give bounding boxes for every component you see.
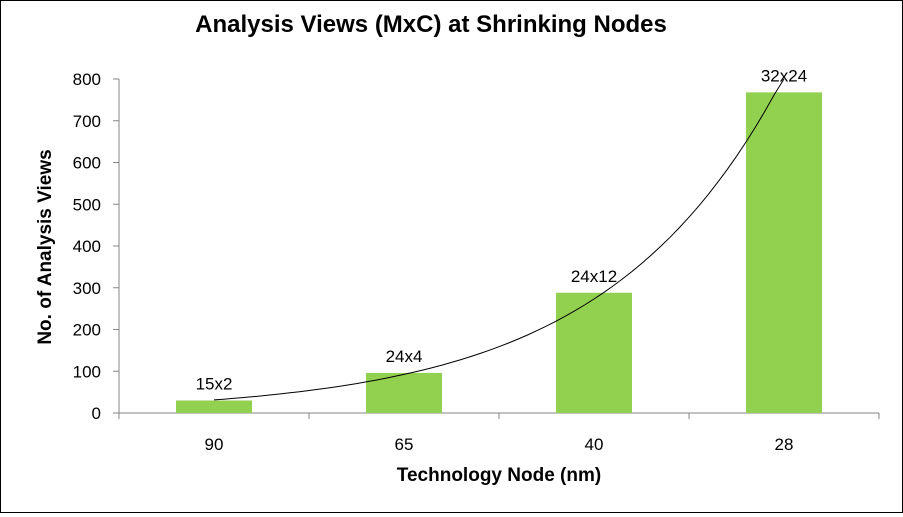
data-label: 24x12 <box>571 267 617 286</box>
x-axis-title: Technology Node (nm) <box>397 465 601 486</box>
y-tick-label: 500 <box>73 195 101 214</box>
x-tick-label: 65 <box>395 435 414 454</box>
data-label: 15x2 <box>196 374 233 393</box>
data-label: 24x4 <box>386 347 423 366</box>
y-tick-label: 300 <box>73 279 101 298</box>
x-tick-label: 90 <box>205 435 224 454</box>
x-tick-label: 40 <box>585 435 604 454</box>
y-axis-title: No. of Analysis Views <box>35 149 56 344</box>
y-tick-label: 0 <box>92 404 101 423</box>
plot-area: 0 100 200 300 400 500 600 700 800 90 15x2 65 24x4 40 2… <box>73 66 880 454</box>
bar <box>556 292 632 413</box>
y-tick-label: 700 <box>73 112 101 131</box>
bar <box>366 372 442 413</box>
bar <box>176 400 252 413</box>
x-tick-label: 28 <box>775 435 794 454</box>
y-tick-label: 400 <box>73 237 101 256</box>
y-tick-label: 800 <box>73 70 101 89</box>
data-label: 32x24 <box>761 66 807 85</box>
y-tick-label: 100 <box>73 362 101 381</box>
y-tick-label: 200 <box>73 321 101 340</box>
chart-title: Analysis Views (MxC) at Shrinking Nodes <box>195 11 667 38</box>
y-tick-label: 600 <box>73 154 101 173</box>
trendline <box>213 78 785 401</box>
bar <box>746 92 822 414</box>
